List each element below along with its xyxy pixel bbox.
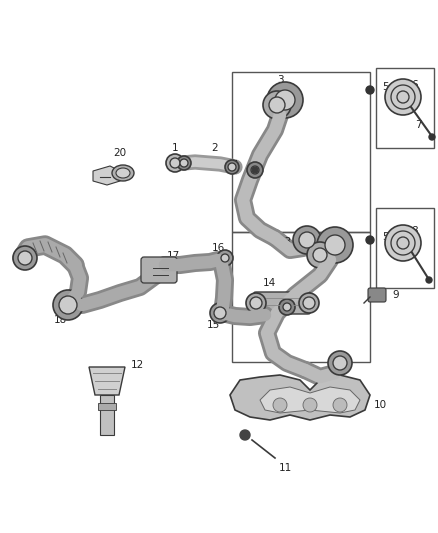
Circle shape xyxy=(59,296,77,314)
Text: 4: 4 xyxy=(232,160,238,170)
Circle shape xyxy=(267,82,303,118)
Circle shape xyxy=(307,242,333,268)
Bar xyxy=(232,232,370,362)
FancyBboxPatch shape xyxy=(368,288,386,302)
Circle shape xyxy=(263,91,291,119)
Circle shape xyxy=(303,398,317,412)
Bar xyxy=(376,208,434,288)
Text: 2: 2 xyxy=(212,143,218,153)
Circle shape xyxy=(240,430,250,440)
Circle shape xyxy=(385,225,421,261)
Circle shape xyxy=(225,160,239,174)
Circle shape xyxy=(273,398,287,412)
Circle shape xyxy=(429,134,435,140)
Text: 10: 10 xyxy=(374,400,387,410)
FancyBboxPatch shape xyxy=(253,292,311,314)
Text: 5: 5 xyxy=(382,232,389,242)
Circle shape xyxy=(397,91,409,103)
Circle shape xyxy=(393,87,413,107)
Circle shape xyxy=(426,277,432,283)
Text: 13: 13 xyxy=(279,237,292,247)
Circle shape xyxy=(299,293,319,313)
Text: 18: 18 xyxy=(53,315,67,325)
Circle shape xyxy=(53,290,83,320)
Circle shape xyxy=(269,97,285,113)
Circle shape xyxy=(228,163,236,171)
Circle shape xyxy=(366,236,374,244)
Circle shape xyxy=(391,231,415,255)
Circle shape xyxy=(391,85,415,109)
Bar xyxy=(98,403,116,410)
Circle shape xyxy=(325,235,345,255)
Text: 15: 15 xyxy=(206,320,219,330)
Circle shape xyxy=(250,297,262,309)
Circle shape xyxy=(366,86,374,94)
Circle shape xyxy=(333,398,347,412)
Circle shape xyxy=(293,226,321,254)
Circle shape xyxy=(252,167,258,173)
Circle shape xyxy=(13,246,37,270)
Ellipse shape xyxy=(116,168,130,178)
Circle shape xyxy=(221,254,229,262)
Text: 7: 7 xyxy=(415,120,421,130)
Text: 5: 5 xyxy=(382,82,389,92)
Circle shape xyxy=(210,303,230,323)
Circle shape xyxy=(303,297,315,309)
Polygon shape xyxy=(230,375,370,420)
Circle shape xyxy=(180,159,188,167)
Circle shape xyxy=(283,303,291,311)
Circle shape xyxy=(385,79,421,115)
Polygon shape xyxy=(93,166,120,185)
Circle shape xyxy=(279,299,295,315)
Text: 12: 12 xyxy=(131,360,144,370)
Circle shape xyxy=(177,156,191,170)
Circle shape xyxy=(246,293,266,313)
Circle shape xyxy=(18,251,32,265)
Circle shape xyxy=(275,90,295,110)
Text: 11: 11 xyxy=(279,463,292,473)
Circle shape xyxy=(317,227,353,263)
Circle shape xyxy=(214,307,226,319)
Bar xyxy=(376,68,434,148)
Text: 9: 9 xyxy=(393,290,399,300)
Circle shape xyxy=(217,250,233,266)
Circle shape xyxy=(247,162,263,178)
Circle shape xyxy=(333,356,347,370)
Text: 3: 3 xyxy=(277,75,283,85)
Text: 17: 17 xyxy=(166,251,180,261)
Circle shape xyxy=(393,233,413,253)
Polygon shape xyxy=(89,367,125,395)
Text: 1: 1 xyxy=(172,143,178,153)
Circle shape xyxy=(299,232,315,248)
FancyBboxPatch shape xyxy=(141,257,177,283)
Bar xyxy=(100,395,114,435)
Text: 19: 19 xyxy=(28,243,42,253)
Text: 8: 8 xyxy=(412,226,418,236)
Circle shape xyxy=(251,166,259,174)
Circle shape xyxy=(170,158,180,168)
Text: 6: 6 xyxy=(412,80,418,90)
Text: 16: 16 xyxy=(212,243,225,253)
Polygon shape xyxy=(260,387,360,413)
Text: 14: 14 xyxy=(262,278,276,288)
Circle shape xyxy=(313,248,327,262)
Text: 20: 20 xyxy=(113,148,127,158)
Circle shape xyxy=(328,351,352,375)
Circle shape xyxy=(166,154,184,172)
Ellipse shape xyxy=(112,165,134,181)
Circle shape xyxy=(397,237,409,249)
Bar xyxy=(232,72,370,232)
